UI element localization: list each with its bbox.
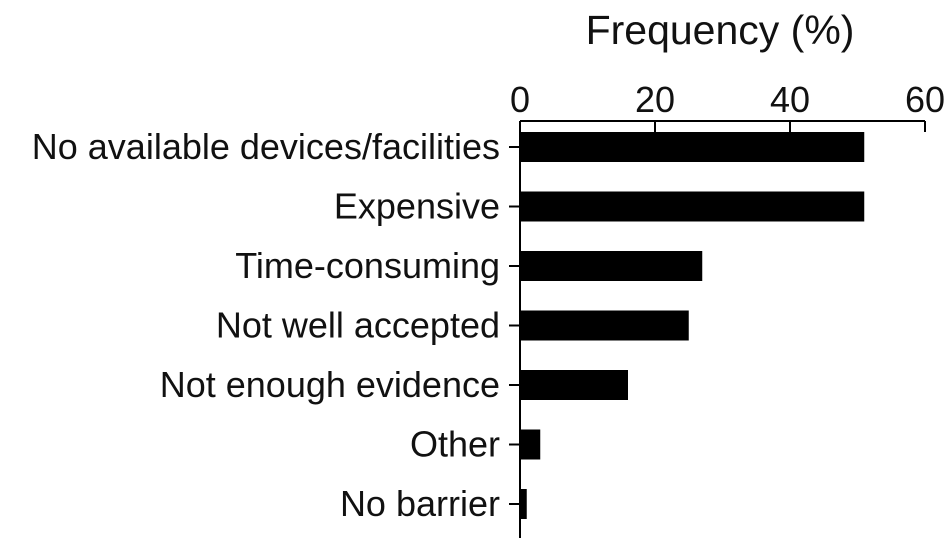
category-axis: No available devices/facilities Expensive… [32,121,521,538]
x-tick-label: 20 [635,79,675,120]
category-label: No available devices/facilities [32,126,500,167]
x-tick-label: 40 [770,79,810,120]
category-label: Not enough evidence [160,364,500,405]
category-label: Time-consuming [235,245,500,286]
bar [520,191,865,222]
bar [520,251,703,281]
bar [520,489,527,519]
bars [520,132,865,519]
x-tick-label: 0 [510,79,530,120]
bar [520,429,541,460]
category-label: Other [410,424,500,465]
category-label: Expensive [334,186,500,227]
bar [520,132,865,162]
bar [520,310,689,341]
category-label: No barrier [340,483,500,524]
bar [520,370,628,400]
category-label: Not well accepted [216,305,500,346]
x-axis: 0 20 40 60 [510,79,945,132]
x-tick-label: 60 [905,79,945,120]
x-axis-title: Frequency (%) [586,7,855,53]
